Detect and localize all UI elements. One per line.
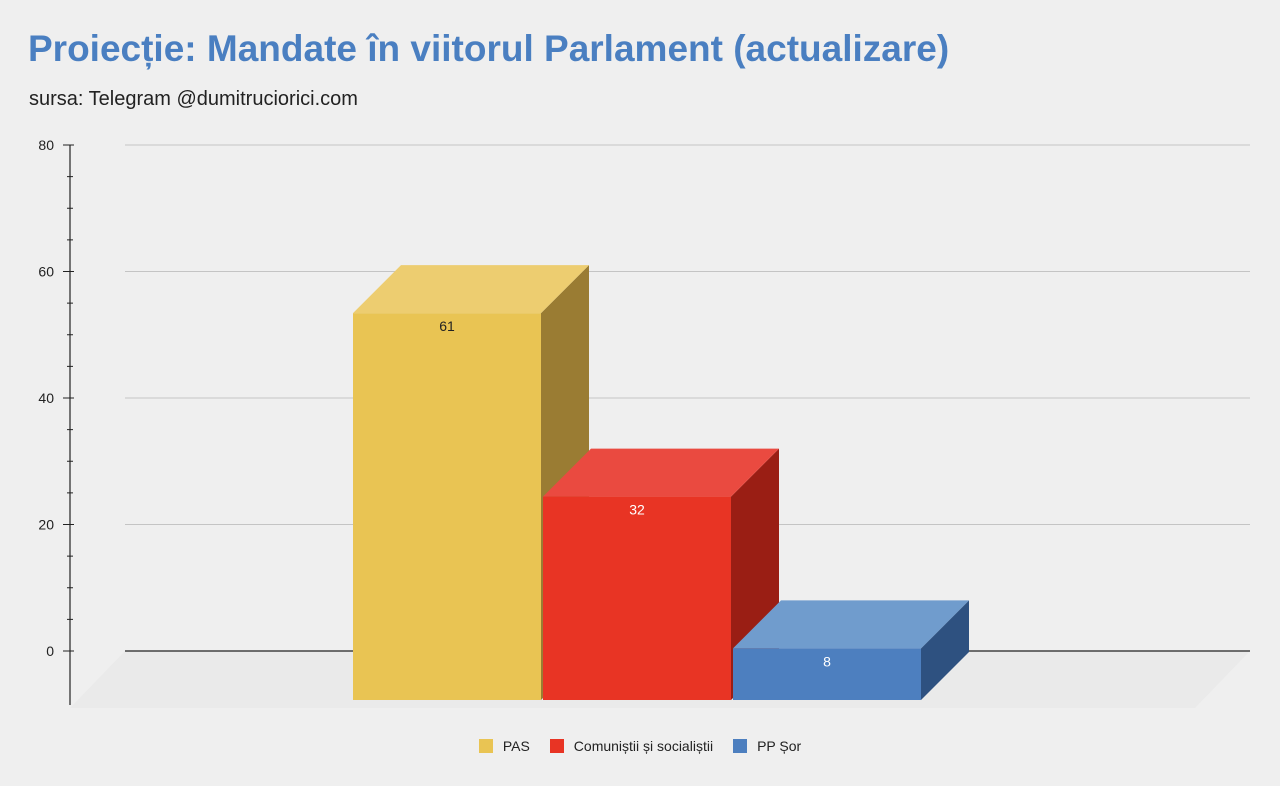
- y-tick-label: 20: [38, 517, 54, 533]
- chart-subtitle: sursa: Telegram @dumitruciorici.com: [29, 88, 358, 110]
- legend-label-comunistii: Comuniștii și socialiștii: [573, 738, 714, 754]
- bar-3-top: [733, 600, 969, 649]
- bar-1-top: [353, 265, 589, 314]
- y-tick-label: 40: [38, 390, 54, 406]
- y-tick-label: 60: [38, 264, 54, 280]
- legend-swatch-pp-sor: [733, 739, 748, 753]
- bar-2-value-label: 32: [629, 502, 645, 518]
- y-tick-label: 80: [38, 137, 54, 153]
- bar-3-value-label: 8: [823, 653, 831, 669]
- legend: PAS Comuniștii și socialiștii PP Șor: [0, 738, 1280, 754]
- legend-label-pp-sor: PP Șor: [757, 738, 802, 754]
- bar-3-side: [921, 600, 969, 700]
- bar-2-top: [543, 448, 779, 497]
- legend-label-pas: PAS: [502, 738, 530, 754]
- y-tick-label: 0: [46, 643, 54, 659]
- bar-2-front: [543, 496, 731, 700]
- legend-item-comunistii[interactable]: Comuniștii și socialiștii: [549, 738, 714, 754]
- legend-swatch-comunistii: [549, 739, 564, 753]
- bar-1-value-label: 61: [439, 318, 455, 334]
- legend-swatch-pas: [478, 739, 493, 753]
- chart-title: Proiecție: Mandate în viitorul Parlament…: [28, 28, 950, 69]
- bar-3-front: [733, 648, 921, 700]
- bar-1-front: [353, 313, 541, 700]
- legend-item-pp-sor[interactable]: PP Șor: [733, 738, 801, 754]
- legend-item-pas[interactable]: PAS: [478, 738, 530, 754]
